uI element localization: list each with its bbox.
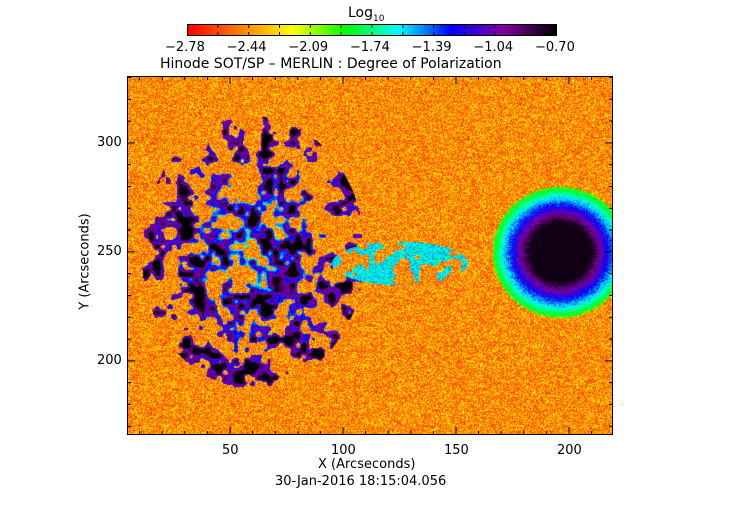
chart-title: Hinode SOT/SP – MERLIN : Degree of Polar… <box>160 56 502 72</box>
polarization-heatmap <box>127 76 613 435</box>
colorbar-tick-label: −2.44 <box>226 40 267 55</box>
x-tick-label: 200 <box>556 443 582 458</box>
colorbar-tick-label: −1.39 <box>411 40 452 55</box>
colorbar-tick-label: −2.09 <box>288 40 329 55</box>
y-tick-label: 300 <box>97 134 122 150</box>
x-tick-label: 100 <box>331 443 356 458</box>
timestamp: 30-Jan-2016 18:15:04.056 <box>275 474 447 489</box>
colorbar-tick-label: −2.78 <box>165 40 205 55</box>
colorbar-tick-label: −0.70 <box>535 40 575 55</box>
y-axis-label: Y (Arcseconds) <box>77 213 93 310</box>
x-tick-label: 50 <box>222 443 239 458</box>
colorbar-tick-label: −1.74 <box>350 40 390 55</box>
colorbar-tick-label: −1.04 <box>473 40 514 55</box>
colorbar-label: Log10 <box>348 5 385 24</box>
y-tick-label: 200 <box>97 352 122 368</box>
x-tick-label: 150 <box>443 443 469 458</box>
x-axis-label: X (Arcseconds) <box>318 457 416 472</box>
y-tick-label: 250 <box>97 243 122 259</box>
